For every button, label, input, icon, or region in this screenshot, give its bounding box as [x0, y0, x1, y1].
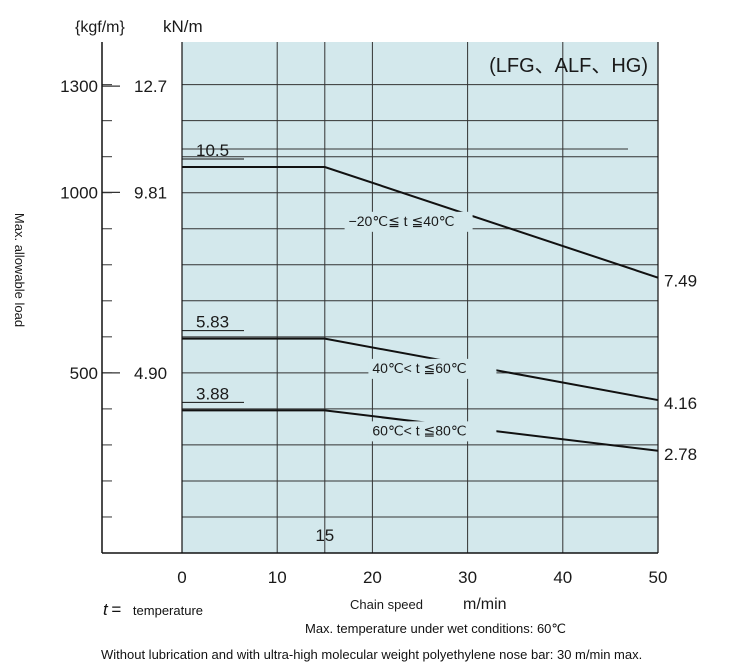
series-name-label: −20℃≦ t ≦40℃	[349, 213, 455, 229]
y-unit-kn: kN/m	[163, 17, 203, 36]
series-label-bg	[368, 358, 497, 379]
t-meaning: temperature	[132, 603, 204, 618]
y-tick-label-kn: 9.81	[134, 183, 167, 202]
lubrication-note: Without lubrication and with ultra-high …	[101, 647, 643, 662]
series-name-label: 60℃< t ≦80℃	[372, 422, 466, 438]
series-label-bg	[344, 211, 473, 232]
series-start-label: 3.88	[196, 384, 229, 403]
series-line	[182, 337, 659, 402]
x-axis-unit: m/min	[463, 596, 507, 613]
y-tick-label-kgf: 500	[70, 364, 98, 383]
plot-area	[182, 42, 658, 553]
series-line	[182, 409, 659, 452]
x-tick-label: 30	[458, 568, 477, 587]
series-end-label: 7.49	[664, 272, 697, 291]
wet-condition-note: Max. temperature under wet conditions: 6…	[305, 621, 567, 636]
y-axis-label-text: Max. allowable load	[12, 213, 27, 327]
temperature-legend: t = temperature	[103, 600, 203, 620]
series-end-label: 2.78	[664, 445, 697, 464]
y-axis-label: Max. allowable load	[12, 213, 27, 327]
series-start-label: 5.83	[196, 313, 229, 332]
series-lines: 10.5 7.49 −20℃≦ t ≦40℃ 5.83 4.16 40℃< t ≦60℃ 3…	[182, 141, 697, 464]
series-label-bg	[368, 421, 497, 442]
series-end-label: 4.16	[664, 394, 697, 413]
x-tick-label: 50	[649, 568, 668, 587]
x-tick-label: 40	[553, 568, 572, 587]
series-line	[182, 165, 659, 279]
series-start-label: 10.5	[196, 141, 229, 160]
y-tick-label-kn: 12.7	[134, 77, 167, 96]
y-tick-label-kgf: 1300	[60, 77, 98, 96]
x-axis-label: Chain speed	[350, 597, 423, 612]
x-tick-label: 0	[177, 568, 186, 587]
y-tick-label-kn: 4.90	[134, 364, 167, 383]
series-name-label: 40℃< t ≦60℃	[372, 360, 466, 376]
t-symbol: t	[103, 600, 108, 619]
axes	[101, 42, 659, 554]
y-tick-label-kgf: 1000	[60, 183, 98, 202]
x-label-15: 15	[315, 526, 334, 545]
chart-title: (LFG、ALF、HG)	[489, 55, 648, 77]
x-tick-label: 20	[363, 568, 382, 587]
t-equals: =	[111, 600, 122, 619]
x-tick-label: 10	[268, 568, 287, 587]
tick-labels: 0 10 20 30 40 50 1300 12.7 1000 9.81 500 4.90	[60, 77, 667, 587]
y-unit-kgf: {kgf/m}	[75, 19, 125, 36]
